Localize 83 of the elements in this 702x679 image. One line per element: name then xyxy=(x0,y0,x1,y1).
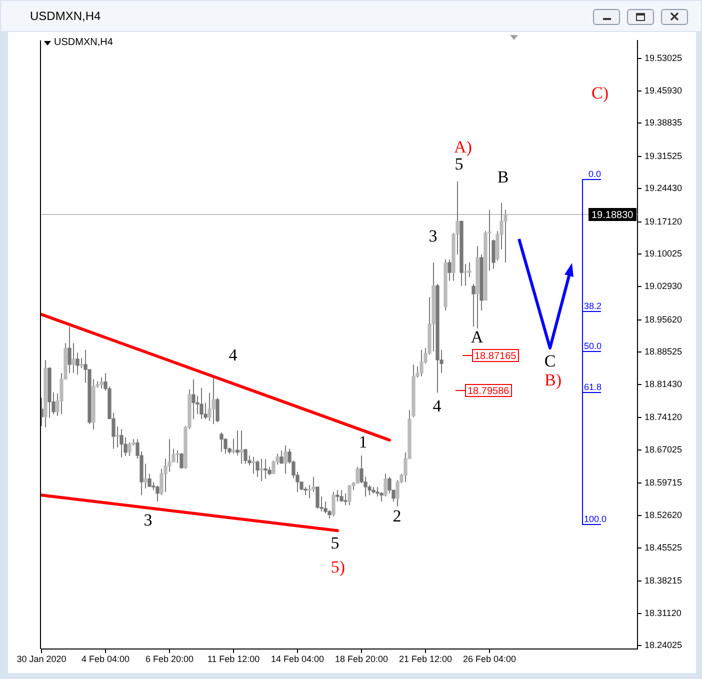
annotation: 5) xyxy=(330,557,346,576)
candlestick xyxy=(212,377,216,425)
annotation: C xyxy=(544,351,556,370)
candlestick xyxy=(344,492,348,506)
y-tick-label: 18.81430 xyxy=(644,378,682,389)
annotation: B xyxy=(497,167,509,186)
annotation: 4 xyxy=(228,345,238,364)
annotation: 3 xyxy=(144,510,152,530)
y-tick-label: 18.31120 xyxy=(644,608,682,618)
annotation: C) xyxy=(592,83,608,102)
x-tick-label: 26 Feb 04:00 xyxy=(462,654,516,664)
y-tick-label: 19.02930 xyxy=(644,281,682,292)
candlestick xyxy=(376,486,380,498)
candlestick xyxy=(220,432,224,452)
y-tick-label: 18.38215 xyxy=(644,576,682,586)
y-tick-label: 19.38835 xyxy=(644,118,682,128)
annotation: 100.0 xyxy=(584,514,607,524)
annotation: 4 xyxy=(432,396,442,416)
y-tick-label: 19.24430 xyxy=(644,183,682,194)
y-tick-label: 18.67025 xyxy=(644,444,682,454)
y-tick-label: 18.59715 xyxy=(644,478,682,488)
candlestick xyxy=(156,485,160,502)
candlestick xyxy=(200,387,204,420)
candlestick xyxy=(420,349,424,377)
candlestick xyxy=(332,491,336,518)
annotation: B) xyxy=(544,370,562,390)
candlestick xyxy=(72,342,76,374)
annotation: 18.79586 xyxy=(468,386,510,397)
annotation: 3 xyxy=(428,226,438,246)
y-tick-label: 19.17120 xyxy=(644,216,682,226)
annotation: 5 xyxy=(454,154,464,174)
x-tick-label: 11 Feb 12:00 xyxy=(207,654,260,664)
candlestick xyxy=(264,458,268,480)
candlestick xyxy=(384,473,388,498)
ref-line-label: 19.18830 xyxy=(592,210,634,221)
candlestick xyxy=(232,438,236,454)
y-tick-label: 18.45525 xyxy=(644,542,682,552)
candlestick xyxy=(336,490,340,502)
candlestick xyxy=(240,430,244,464)
x-tick-label: 6 Feb 20:00 xyxy=(145,654,194,664)
candlestick xyxy=(100,376,104,390)
annotation: 61.8 xyxy=(584,382,602,392)
x-tick-label: 21 Feb 12:00 xyxy=(398,654,452,664)
y-tick-label: 18.52620 xyxy=(644,510,682,520)
candlestick xyxy=(260,458,264,482)
annotation: 18.87165 xyxy=(474,350,517,362)
candlestick xyxy=(128,442,132,456)
annotation: 1 xyxy=(358,432,368,452)
candlestick xyxy=(192,379,196,420)
y-tick-label: 19.10025 xyxy=(644,248,682,259)
candlestick xyxy=(180,453,184,470)
x-tick-label: 14 Feb 04:00 xyxy=(270,654,324,664)
annotation: 50.0 xyxy=(584,341,602,351)
x-tick-label: 30 Jan 2020 xyxy=(16,654,66,664)
x-tick-label: 18 Feb 20:00 xyxy=(334,654,388,664)
annotation: A xyxy=(470,327,484,346)
candlestick xyxy=(472,283,476,328)
candlestick xyxy=(284,445,288,474)
chart-title: USDMXN,H4 xyxy=(30,9,101,23)
candlestick xyxy=(448,258,452,282)
y-tick-label: 19.45930 xyxy=(644,85,682,96)
candlestick xyxy=(252,456,256,474)
candlestick xyxy=(236,430,240,456)
candlestick xyxy=(348,484,352,506)
y-tick-label: 18.95620 xyxy=(644,314,682,324)
annotation: A) xyxy=(454,137,472,156)
annotation: 2 xyxy=(392,506,402,526)
candlestick xyxy=(68,326,72,374)
y-tick-label: 18.74120 xyxy=(644,412,682,422)
y-tick-label: 19.53025 xyxy=(644,52,682,63)
y-tick-label: 18.24025 xyxy=(644,640,682,650)
candlestick xyxy=(280,450,284,464)
y-tick-label: 19.31525 xyxy=(644,150,682,161)
candlestick xyxy=(80,358,84,369)
annotation: 0.0 xyxy=(588,169,602,179)
candlestick xyxy=(380,491,384,502)
candlestick xyxy=(120,428,124,458)
candlestick xyxy=(256,460,260,478)
annotation: 38.2 xyxy=(584,301,602,311)
y-tick-label: 18.88525 xyxy=(644,346,682,357)
chart-subtitle: USDMXN,H4 xyxy=(54,37,113,49)
annotation: 5 xyxy=(330,533,340,552)
x-tick-label: 4 Feb 04:00 xyxy=(81,654,130,664)
